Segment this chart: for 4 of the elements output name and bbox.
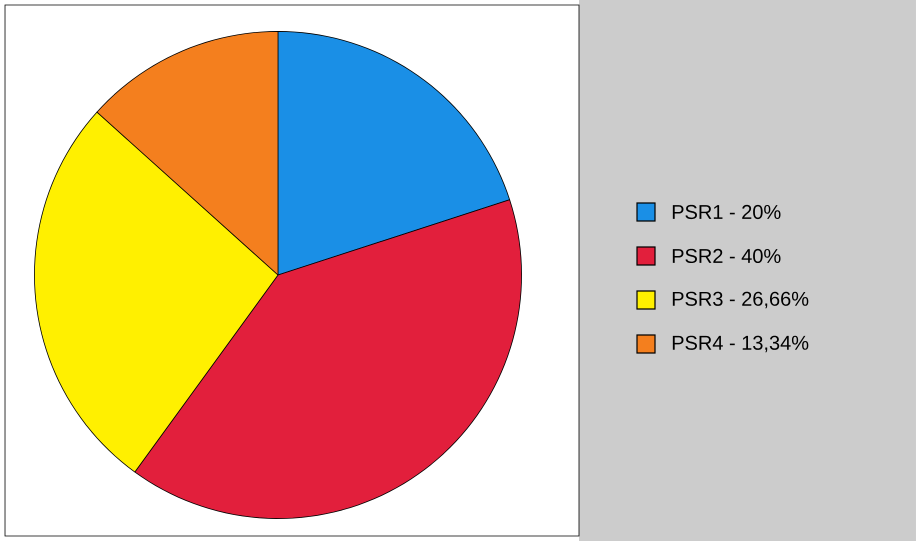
legend-label: PSR3 - 26,66% xyxy=(672,292,808,308)
legend-label: PSR2 - 40% xyxy=(672,248,780,264)
legend-label: PSR4 - 13,34% xyxy=(672,336,808,352)
legend-label: PSR1 - 20% xyxy=(672,204,780,220)
